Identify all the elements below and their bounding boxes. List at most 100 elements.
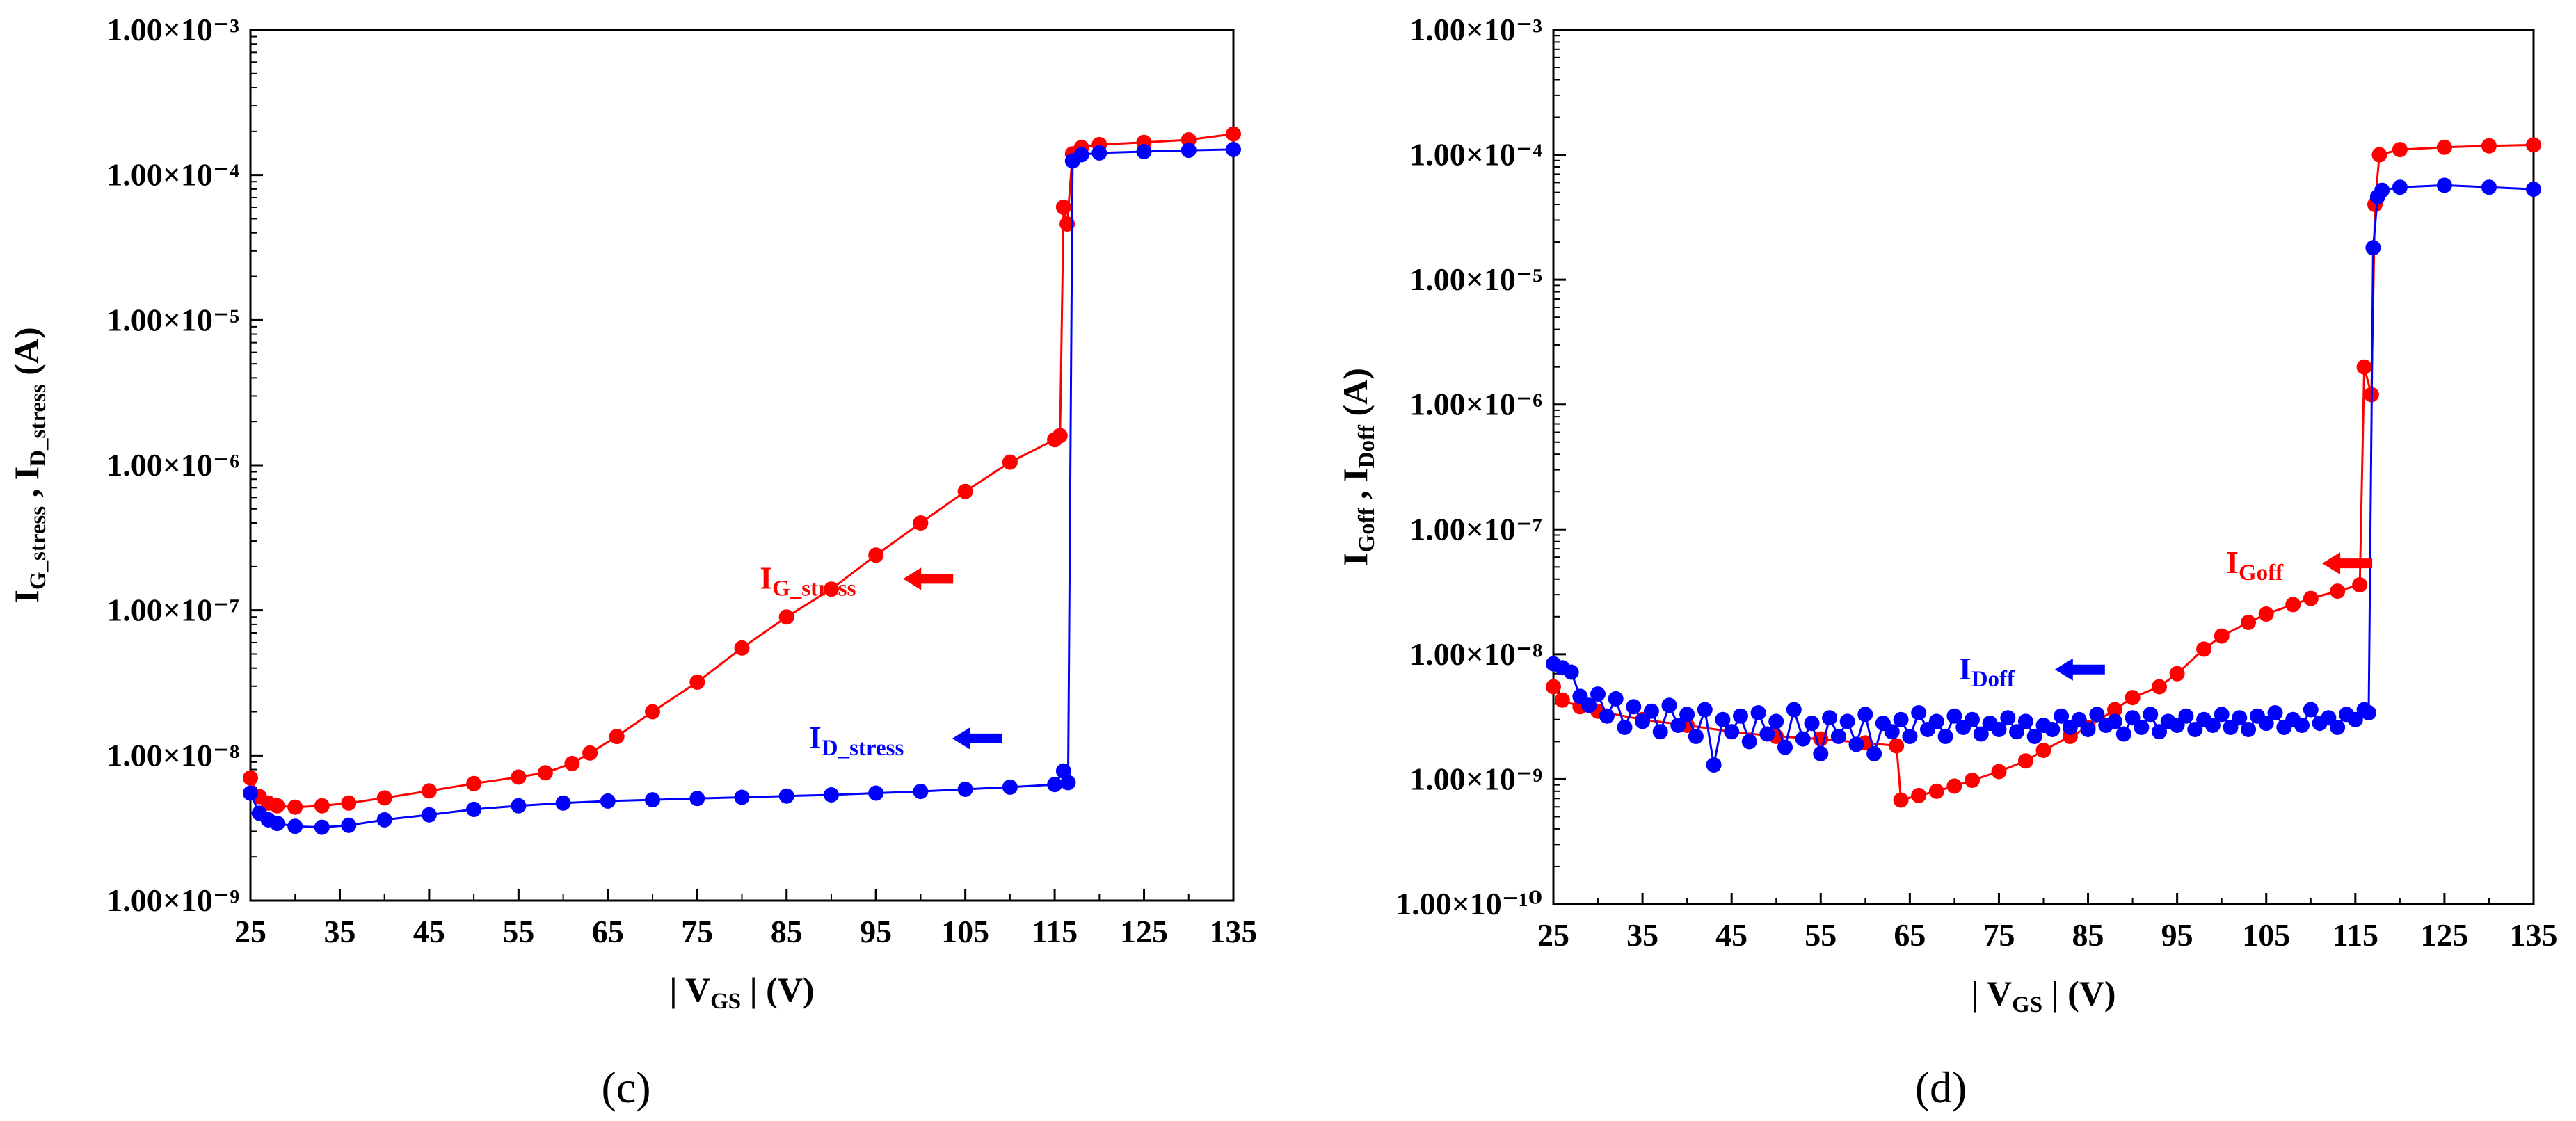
data-point (1804, 716, 1820, 732)
series-I-Doff (1546, 177, 2541, 773)
data-point (2371, 147, 2387, 163)
data-point (1777, 739, 1793, 755)
data-point (269, 798, 285, 814)
data-point (600, 793, 616, 809)
data-point (2365, 240, 2381, 256)
data-point (2294, 718, 2310, 733)
data-point (1902, 728, 1918, 744)
data-point (2080, 722, 2096, 737)
data-point (2330, 719, 2346, 735)
data-point (1055, 763, 1071, 779)
data-point (1073, 147, 1089, 163)
annotation-arrow-left (2322, 552, 2373, 575)
data-point (376, 790, 392, 806)
data-point (537, 765, 553, 781)
data-point (2526, 182, 2541, 197)
data-point (2347, 711, 2363, 727)
y-tick-label: 1.00×10⁻⁵ (1409, 261, 1542, 297)
x-tick-label: 65 (592, 914, 624, 949)
data-point (1866, 745, 1882, 761)
x-tick-label: 135 (1210, 914, 1258, 949)
data-point (868, 785, 884, 801)
data-point (2017, 753, 2033, 769)
data-point (1973, 726, 1989, 742)
y-tick-label: 1.00×10⁻⁴ (1409, 137, 1542, 172)
data-point (1937, 728, 1953, 744)
data-point (2169, 666, 2185, 682)
data-point (1965, 773, 1980, 788)
y-tick-label: 1.00×10⁻⁸ (106, 737, 239, 773)
data-point (2035, 743, 2051, 758)
data-point (1750, 705, 1766, 720)
series-line (1553, 184, 2534, 766)
series-annotation-label: ID_stress (809, 720, 904, 761)
data-point (689, 674, 705, 690)
data-point (1181, 143, 1197, 159)
x-tick-label: 115 (1032, 914, 1078, 949)
data-point (1733, 708, 1748, 724)
data-point (1679, 707, 1695, 723)
data-point (243, 785, 258, 801)
data-point (2178, 708, 2194, 724)
data-point (314, 819, 330, 835)
annotation-arrow-left (2054, 658, 2105, 681)
x-tick-label: 135 (2510, 917, 2558, 953)
data-point (2134, 719, 2150, 735)
data-point (778, 609, 794, 625)
data-point (1848, 736, 1864, 752)
data-point (913, 784, 929, 800)
y-tick-label: 1.00×10⁻⁸ (1409, 636, 1542, 672)
data-point (1991, 764, 2007, 780)
data-point (2436, 139, 2452, 155)
data-point (689, 791, 705, 807)
data-point (1060, 775, 1076, 791)
series-line (249, 133, 1234, 809)
data-point (2241, 615, 2257, 630)
data-point (1563, 664, 1579, 680)
data-point (1554, 692, 1570, 708)
y-tick-label: 1.00×10⁻⁴ (106, 157, 239, 193)
x-tick-label: 85 (771, 914, 803, 949)
data-point (1706, 757, 1722, 773)
data-point (1226, 141, 1241, 157)
series-I-G_stress (243, 126, 1241, 815)
data-point (1055, 200, 1071, 215)
data-point (1608, 691, 1624, 707)
data-point (1928, 783, 1944, 799)
data-point (1136, 144, 1152, 159)
data-point (287, 799, 303, 815)
data-point (1626, 699, 1642, 715)
data-point (1911, 787, 1927, 803)
data-point (1635, 713, 1651, 729)
y-tick-label: 1.00×10⁻⁷ (1409, 511, 1542, 547)
data-point (2303, 590, 2319, 606)
data-point (1928, 713, 1944, 729)
data-point (1697, 702, 1713, 718)
series-annotation-label: IDoff (1959, 651, 2015, 692)
data-point (2258, 606, 2274, 622)
y-axis-label: IGoff , IDoff (A) (1336, 368, 1379, 566)
data-point (1965, 711, 1980, 727)
data-point (734, 789, 750, 805)
data-point (2017, 713, 2033, 729)
data-point (1884, 724, 1900, 740)
data-point (2392, 179, 2408, 195)
data-point (2481, 179, 2497, 195)
y-tick-label: 1.00×10⁻⁷ (106, 592, 239, 628)
y-tick-label: 1.00×10⁻⁹ (106, 882, 239, 918)
data-point (778, 788, 794, 804)
data-point (2026, 728, 2042, 744)
data-point (466, 775, 482, 791)
data-point (287, 818, 303, 834)
data-point (1946, 708, 1962, 724)
data-point (1643, 703, 1659, 719)
data-point (645, 792, 660, 808)
x-tick-label: 95 (2161, 917, 2193, 953)
data-point (1181, 132, 1197, 147)
x-tick-label: 45 (413, 914, 445, 949)
data-point (511, 769, 527, 785)
data-point (376, 812, 392, 828)
y-tick-label: 1.00×10⁻³ (1409, 12, 1542, 47)
data-point (2374, 182, 2390, 198)
